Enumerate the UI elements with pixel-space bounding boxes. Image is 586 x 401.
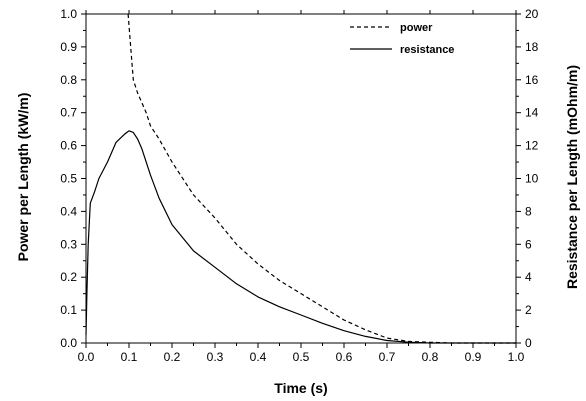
x-tick-label: 0.1	[121, 350, 138, 364]
x-tick-label: 0.2	[164, 350, 181, 364]
y2-tick-label: 20	[525, 7, 539, 21]
x-tick-label: 0.6	[336, 350, 353, 364]
y2-tick-label: 14	[525, 106, 539, 120]
y-axis-title: Power per Length (kW/m)	[15, 93, 31, 262]
legend-label-resistance: resistance	[400, 44, 454, 56]
x-tick-label: 0.8	[422, 350, 439, 364]
legend: power resistance	[350, 22, 454, 56]
y-tick-label: 0.6	[60, 139, 77, 153]
series-line-resistance	[85, 130, 516, 344]
y2-tick-label: 2	[525, 303, 532, 317]
y-tick-label: 0.0	[60, 336, 77, 350]
series-line-power	[127, 13, 516, 344]
y-tick-label: 0.8	[60, 73, 77, 87]
y2-tick-label: 16	[525, 73, 539, 87]
y-tick-label: 1.0	[60, 7, 77, 21]
series-layer	[85, 13, 516, 344]
x-tick-label: 0.0	[78, 350, 95, 364]
y-tick-label: 0.5	[60, 172, 77, 186]
x-tick-label: 0.5	[293, 350, 310, 364]
y2-tick-label: 6	[525, 237, 532, 251]
x-tick-label: 0.3	[207, 350, 224, 364]
y2-tick-label: 10	[525, 172, 539, 186]
y2-axis-title: Resistance per Length (mOhm/m)	[564, 65, 580, 289]
y-tick-label: 0.9	[60, 40, 77, 54]
x-tick-label: 0.4	[250, 350, 267, 364]
x-tick-label: 0.9	[465, 350, 482, 364]
y2-tick-label: 4	[525, 270, 532, 284]
y-tick-label: 0.3	[60, 237, 77, 251]
y2-tick-label: 8	[525, 204, 532, 218]
y2-tick-label: 12	[525, 139, 539, 153]
y2-tick-label: 0	[525, 336, 532, 350]
x-tick-label: 1.0	[508, 350, 525, 364]
y2-tick-label: 18	[525, 40, 539, 54]
y-tick-label: 0.4	[60, 204, 77, 218]
y-tick-label: 0.7	[60, 106, 77, 120]
axes-layer: 0.0 0.1 0.2 0.3 0.4 0.5 0.6 0.7 0.8 0.9 1.0 0.0 0.1 0…	[60, 7, 538, 364]
x-tick-label: 0.7	[379, 350, 396, 364]
legend-label-power: power	[400, 22, 433, 34]
y-tick-label: 0.2	[60, 270, 77, 284]
y-tick-label: 0.1	[60, 303, 77, 317]
x-axis-title: Time (s)	[274, 380, 327, 396]
